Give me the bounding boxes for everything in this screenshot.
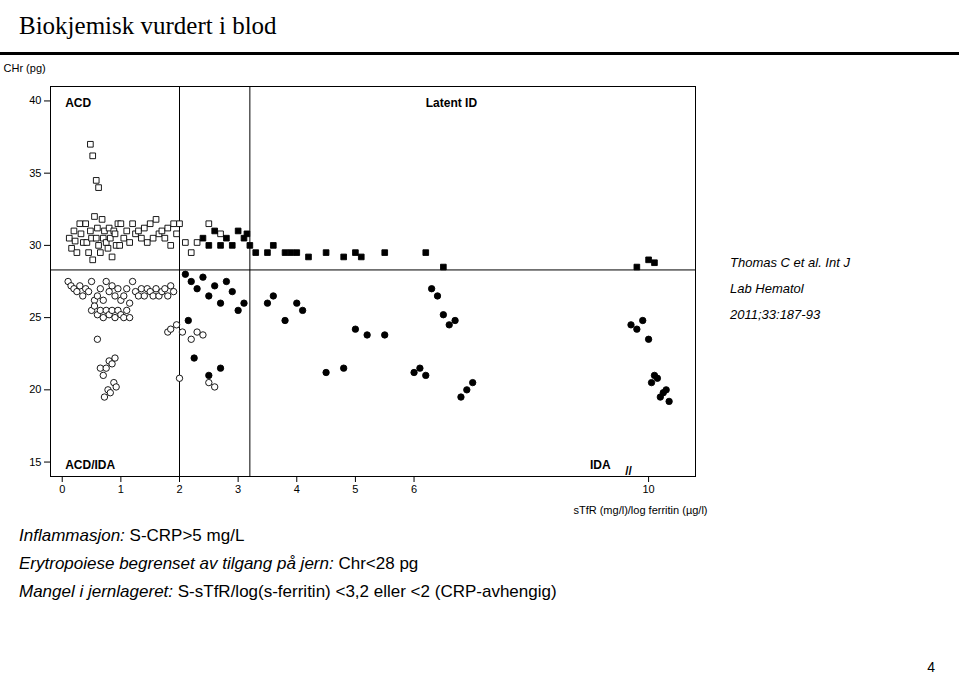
svg-text:sTfR (mg/l)/log ferritin (µg/l: sTfR (mg/l)/log ferritin (µg/l) <box>573 504 707 516</box>
svg-text:IDA: IDA <box>590 458 611 472</box>
svg-text:3: 3 <box>235 483 241 495</box>
html-text:2011;33:187-93: 2011;33:187-93 <box>730 306 821 322</box>
svg-text:2: 2 <box>176 483 182 495</box>
svg-text:10: 10 <box>642 483 654 495</box>
svg-text://: // <box>625 464 632 478</box>
svg-text:Latent ID: Latent ID <box>426 96 478 110</box>
html-text:Mangel i jernlageret: S-sTfR/l: Mangel i jernlageret: S-sTfR/log(s-ferri… <box>19 582 557 601</box>
html-text:Lab Hematol: Lab Hematol <box>730 280 804 296</box>
svg-text:0: 0 <box>59 483 65 495</box>
html-text:Thomas C et al. Int J: Thomas C et al. Int J <box>730 254 850 270</box>
html-text:Inflammasjon: S-CRP>5 mg/L: Inflammasjon: S-CRP>5 mg/L <box>19 526 245 545</box>
html-text:Erytropoiese begrenset av tilg: Erytropoiese begrenset av tilgang på jer… <box>19 554 419 573</box>
svg-text:4: 4 <box>294 483 300 495</box>
svg-text:ACD/IDA: ACD/IDA <box>65 458 115 472</box>
svg-text:35: 35 <box>29 167 41 179</box>
html-text:4: 4 <box>927 659 935 675</box>
svg-text:CHr (pg): CHr (pg) <box>4 62 46 74</box>
svg-text:5: 5 <box>352 483 358 495</box>
svg-text:ACD: ACD <box>65 96 91 110</box>
svg-text:15: 15 <box>29 456 41 468</box>
svg-text:1: 1 <box>118 483 124 495</box>
html-text:Biokjemisk vurdert i blod: Biokjemisk vurdert i blod <box>19 12 277 39</box>
svg-text:25: 25 <box>29 311 41 323</box>
svg-text:20: 20 <box>29 383 41 395</box>
svg-text:6: 6 <box>411 483 417 495</box>
svg-text:40: 40 <box>29 94 41 106</box>
svg-text:30: 30 <box>29 239 41 251</box>
